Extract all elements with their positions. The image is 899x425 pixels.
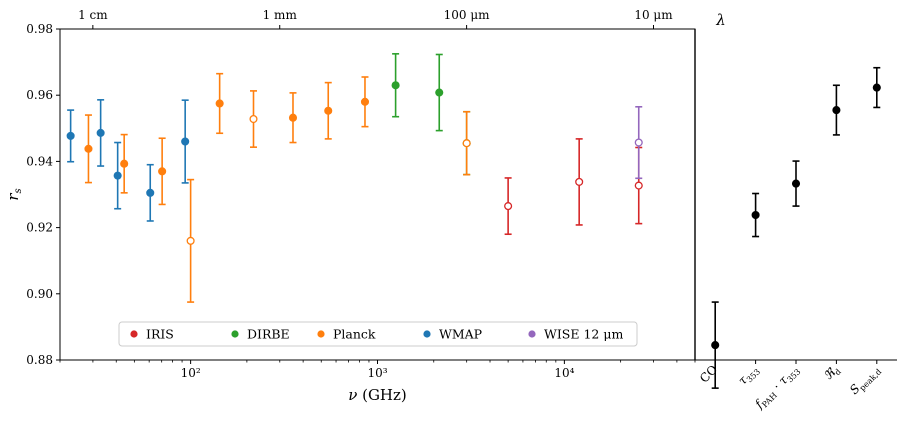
data-point-marker <box>113 171 122 180</box>
legend-marker <box>423 330 431 338</box>
legend-entry: WISE 12 μm <box>544 327 623 342</box>
data-point-marker <box>66 131 75 140</box>
data-point-marker <box>324 106 333 115</box>
side-point-marker <box>832 106 841 115</box>
data-point-marker <box>435 88 444 97</box>
y-tick-label: 0.96 <box>26 88 53 102</box>
y-tick-label: 0.94 <box>26 154 53 168</box>
y-tick-label: 0.98 <box>26 22 53 36</box>
y-tick-label: 0.88 <box>26 353 53 367</box>
top-axis-label: λ <box>715 11 726 29</box>
data-point-marker <box>634 138 643 147</box>
data-point-marker <box>186 236 195 245</box>
legend-entry: IRIS <box>146 327 174 342</box>
side-category-label: τ353 <box>735 362 762 389</box>
data-point-marker <box>288 113 298 122</box>
series-planck <box>84 72 471 303</box>
data-point-marker <box>158 167 167 176</box>
data-point-marker <box>391 81 400 90</box>
top-tick-label: 10 μm <box>634 8 673 22</box>
legend-marker <box>317 330 325 338</box>
x-axis-label: ν (GHz) <box>348 386 407 404</box>
legend-entry: Planck <box>333 327 376 342</box>
side-point-marker <box>872 83 881 92</box>
data-point-marker <box>96 128 105 137</box>
side-category-label: CO <box>697 362 720 385</box>
series-dirbe <box>391 53 471 176</box>
data-point-marker <box>462 139 471 148</box>
top-tick-label: 1 cm <box>78 8 108 22</box>
data-point-marker <box>84 144 93 153</box>
legend-marker <box>130 330 138 338</box>
data-point-marker <box>634 181 643 190</box>
side-point-marker <box>711 341 720 350</box>
series-wise-12-m <box>634 105 643 180</box>
legend-marker <box>528 330 536 338</box>
top-tick-label: 100 μm <box>444 8 491 22</box>
top-tick-label: 1 mm <box>263 8 298 22</box>
y-tick-label: 0.92 <box>26 221 53 235</box>
side-category-label: fPAH · τ353 <box>751 362 802 413</box>
legend-marker <box>231 330 239 338</box>
x-tick-label: 10² <box>181 366 201 380</box>
legend-entry: DIRBE <box>247 327 290 342</box>
data-point-marker <box>575 177 584 186</box>
data-point-marker <box>360 97 370 106</box>
data-point-marker <box>249 114 258 124</box>
series-iris <box>504 138 643 236</box>
y-tick-label: 0.90 <box>26 287 53 301</box>
data-point-marker <box>504 202 513 211</box>
legend-box <box>118 321 638 347</box>
data-point-marker <box>181 137 190 146</box>
x-tick-label: 10⁴ <box>554 366 574 380</box>
side-category-label: ℜd <box>821 362 843 384</box>
side-category-label: Speak,d <box>847 362 883 398</box>
data-point-marker <box>215 99 224 108</box>
side-point-marker <box>751 210 760 220</box>
data-point-marker <box>146 188 155 197</box>
y-axis-label: rs <box>4 188 24 200</box>
x-tick-label: 10³ <box>367 366 387 380</box>
legend-entry: WMAP <box>439 327 482 342</box>
side-point-marker <box>791 179 801 188</box>
series-wmap <box>66 99 190 222</box>
plot-frame <box>59 28 696 361</box>
data-point-marker <box>120 159 129 168</box>
side-panel-points <box>711 66 881 389</box>
legend: IRIS DIRBE Planck WMAP WISE 12 μm <box>118 321 638 347</box>
